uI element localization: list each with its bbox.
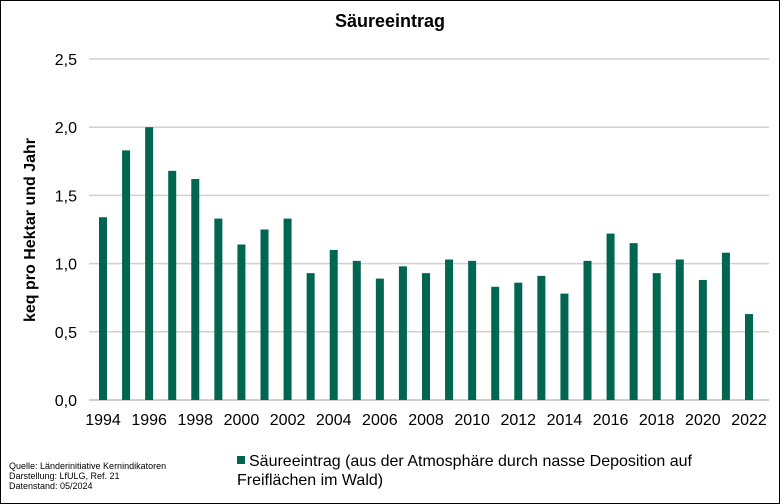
y-tick-label: 1,5 bbox=[55, 188, 77, 205]
chart-title: Säureeintrag bbox=[334, 11, 446, 31]
bar-2020 bbox=[698, 279, 707, 400]
bar-2012 bbox=[514, 282, 523, 400]
x-tick-label: 2016 bbox=[593, 412, 629, 429]
x-tick-label: 2010 bbox=[454, 412, 490, 429]
bar-2002 bbox=[283, 218, 292, 400]
bar-2009 bbox=[445, 259, 454, 400]
y-tick-label: 2,5 bbox=[55, 52, 77, 69]
bar-1997 bbox=[168, 170, 177, 400]
bar-2006 bbox=[375, 278, 384, 400]
x-tick-label: 1998 bbox=[177, 412, 213, 429]
x-tick-label: 2002 bbox=[270, 412, 306, 429]
bar-2019 bbox=[675, 259, 684, 400]
bar-1995 bbox=[122, 150, 131, 400]
bar-2003 bbox=[306, 273, 315, 400]
x-tick-label: 2012 bbox=[500, 412, 536, 429]
y-tick-label: 0,0 bbox=[55, 393, 77, 410]
bar-2014 bbox=[560, 293, 569, 400]
bar-2018 bbox=[652, 273, 661, 400]
x-tick-label: 2004 bbox=[316, 412, 352, 429]
x-tick-label: 2008 bbox=[408, 412, 444, 429]
bar-2004 bbox=[329, 249, 338, 400]
bar-chart: 0,0 0,5 1,0 1,5 2,0 2,5 1994 1996 1998 2000 2002 20… bbox=[55, 52, 769, 429]
bar-2015 bbox=[583, 260, 592, 400]
bar-1994 bbox=[99, 217, 107, 400]
source-line: Quelle: Länderinitiative Kernindikatoren bbox=[9, 461, 167, 471]
x-tick-label: 1994 bbox=[85, 412, 121, 429]
date-line: Datenstand: 05/2024 bbox=[9, 481, 93, 491]
bar-2013 bbox=[537, 275, 546, 400]
legend: Säureeintrag (aus der Atmosphäre durch n… bbox=[237, 452, 757, 490]
y-tick-label: 0,5 bbox=[55, 325, 77, 342]
bar-1999 bbox=[214, 218, 223, 400]
x-tick-label: 2022 bbox=[731, 412, 767, 429]
bar-2011 bbox=[491, 286, 500, 400]
x-tick-label: 2000 bbox=[224, 412, 260, 429]
y-tick-label: 1,0 bbox=[55, 257, 77, 274]
y-tick-label: 2,0 bbox=[55, 120, 77, 137]
x-tick-label: 2014 bbox=[547, 412, 583, 429]
bar-2016 bbox=[606, 233, 615, 400]
source-note: Quelle: Länderinitiative Kernindikatoren… bbox=[9, 461, 166, 491]
x-tick-label: 2018 bbox=[639, 412, 675, 429]
bar-2022 bbox=[745, 314, 753, 400]
bar-2001 bbox=[260, 229, 269, 400]
bar-2010 bbox=[468, 260, 477, 400]
x-tick-label: 2020 bbox=[685, 412, 721, 429]
legend-swatch bbox=[237, 456, 245, 464]
bar-2005 bbox=[352, 260, 361, 400]
bar-1996 bbox=[145, 127, 154, 400]
bar-2008 bbox=[422, 273, 430, 400]
bar-2007 bbox=[398, 266, 407, 400]
x-tick-label: 1996 bbox=[131, 412, 167, 429]
x-tick-label: 2006 bbox=[362, 412, 398, 429]
credit-line: Darstellung: LfULG, Ref. 21 bbox=[9, 471, 120, 481]
bar-2000 bbox=[237, 244, 246, 400]
legend-label: Säureeintrag (aus der Atmosphäre durch n… bbox=[237, 453, 692, 489]
bar-2021 bbox=[721, 252, 730, 400]
bar-2017 bbox=[629, 243, 638, 400]
bar-1998 bbox=[191, 179, 200, 400]
